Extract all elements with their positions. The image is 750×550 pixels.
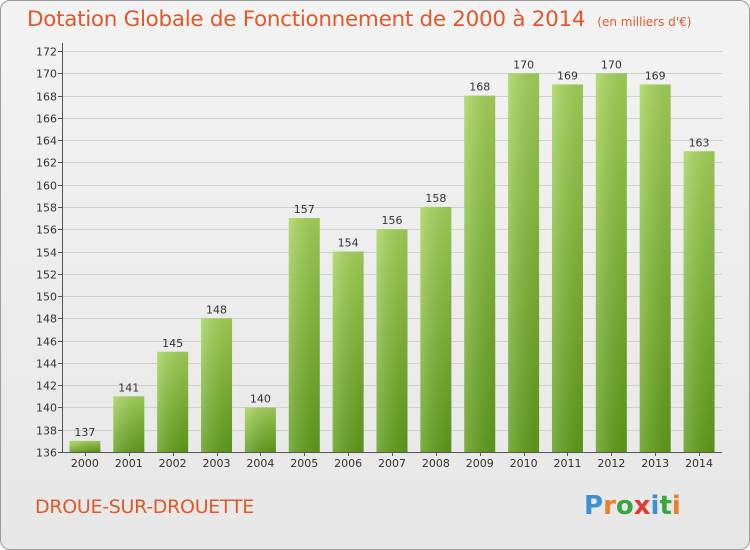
y-tick-label: 144 (36, 358, 57, 371)
y-tick-label: 164 (36, 135, 57, 148)
logo-letter: i (650, 491, 660, 521)
bar-shade (683, 151, 715, 452)
y-tick-label: 172 (36, 46, 57, 59)
value-labels: 137 141 145 148 140 157 154 156 158 168 170 169 170 1… (74, 58, 709, 439)
axes: 136 138 140 142 144 146 148 150 152 154 156 158 160 1… (36, 43, 722, 470)
logo-letter: t (659, 491, 672, 521)
x-tick-label: 2010 (510, 457, 538, 470)
value-label: 158 (425, 192, 446, 205)
x-tick-label: 2014 (685, 457, 713, 470)
y-tick-label: 160 (36, 180, 57, 193)
bar-shade (376, 229, 408, 452)
y-tick-label: 158 (36, 202, 57, 215)
commune-name: DROUE-SUR-DROUETTE (35, 496, 254, 518)
proxiti-logo: Proxiti (584, 491, 681, 521)
logo-letter: i (671, 491, 681, 521)
logo-letter: P (584, 491, 604, 521)
value-label: 145 (162, 337, 183, 350)
value-label: 148 (206, 303, 227, 316)
bar-shade (201, 318, 233, 452)
chart-title-line: Dotation Globale de Fonctionnement de 20… (27, 7, 691, 32)
y-tick-label: 162 (36, 157, 57, 170)
value-label: 140 (250, 392, 271, 405)
x-tick-label: 2007 (378, 457, 406, 470)
value-label: 157 (294, 203, 315, 216)
logo-letter: o (615, 491, 634, 521)
value-label: 168 (469, 81, 490, 94)
x-tick-label: 2000 (71, 457, 99, 470)
y-tick-label: 166 (36, 113, 57, 126)
bar-shade (244, 407, 276, 452)
bar-shade (113, 396, 145, 452)
value-label: 141 (118, 381, 139, 394)
value-label: 154 (338, 237, 359, 250)
x-tick-label: 2013 (641, 457, 669, 470)
bar-shade (464, 95, 496, 453)
y-tick-label: 168 (36, 91, 57, 104)
y-tick-label: 142 (36, 380, 57, 393)
value-label: 170 (513, 58, 534, 71)
x-tick-label: 2009 (466, 457, 494, 470)
value-label: 163 (689, 136, 710, 149)
y-tick-label: 156 (36, 224, 57, 237)
bar-shade (157, 351, 189, 452)
value-label: 137 (74, 426, 95, 439)
y-tick-label: 152 (36, 269, 57, 282)
x-tick-label: 2001 (115, 457, 143, 470)
bar-shade (332, 251, 364, 452)
y-tick-label: 170 (36, 68, 57, 81)
value-label: 156 (382, 214, 403, 227)
x-tick-label: 2003 (203, 457, 231, 470)
x-tick-label: 2012 (597, 457, 625, 470)
bar-shade (420, 206, 452, 452)
logo-letter: x (633, 491, 651, 521)
x-tick-label: 2008 (422, 457, 450, 470)
x-tick-label: 2005 (290, 457, 318, 470)
value-label: 169 (557, 69, 578, 82)
x-tick-label: 2002 (159, 457, 187, 470)
bar-shade (639, 84, 671, 453)
bar-shade (551, 84, 583, 453)
chart-title: Dotation Globale de Fonctionnement de 20… (27, 7, 586, 32)
y-tick-label: 136 (36, 447, 57, 460)
x-tick-label: 2011 (553, 457, 581, 470)
x-tick-label: 2006 (334, 457, 362, 470)
y-tick-label: 146 (36, 336, 57, 349)
y-tick-label: 148 (36, 313, 57, 326)
y-tick-label: 138 (36, 425, 57, 438)
chart-units: (en milliers d'€) (597, 15, 692, 29)
y-tick-label: 150 (36, 291, 57, 304)
bar-shade (508, 73, 540, 453)
bar-shade (288, 218, 320, 452)
logo-letter: r (603, 491, 616, 521)
x-tick-label: 2004 (246, 457, 274, 470)
value-label: 169 (645, 69, 666, 82)
y-tick-label: 154 (36, 247, 57, 260)
y-tick-label: 140 (36, 402, 57, 415)
bar-shade (69, 440, 101, 452)
bars (69, 73, 715, 453)
value-label: 170 (601, 58, 622, 71)
bar-shade (595, 73, 627, 453)
